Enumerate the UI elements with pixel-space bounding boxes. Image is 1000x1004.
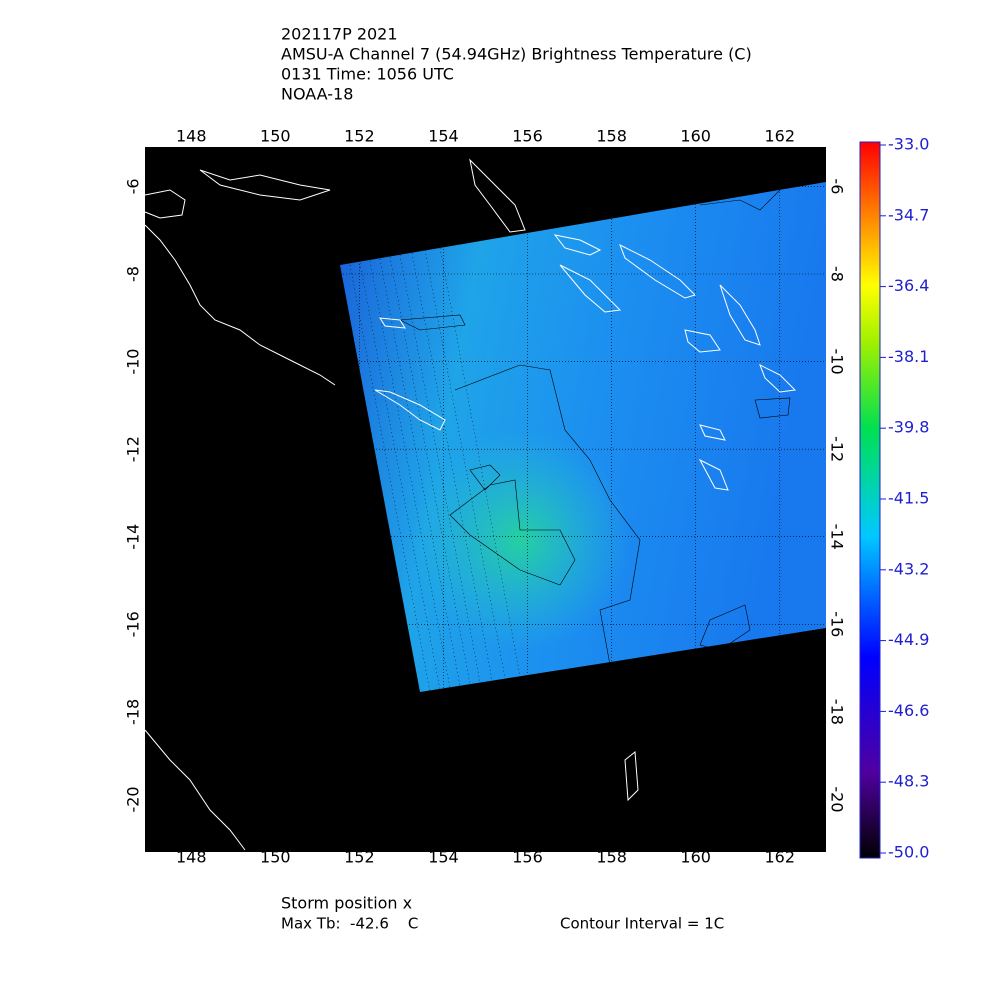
storm-label: Storm position x <box>281 894 412 913</box>
coastline <box>144 189 186 219</box>
lat-tick-label: -10 <box>124 348 143 374</box>
header-line: 0131 Time: 1056 UTC <box>281 65 454 84</box>
contour-interval: Contour Interval = 1C <box>560 915 724 933</box>
colorbar-tick-label: -41.5 <box>888 489 929 508</box>
lat-tick-label: -12 <box>124 436 143 462</box>
coastline <box>759 363 797 393</box>
coastline <box>553 234 602 256</box>
colorbar: -33.0 -34.7 -36.4 -38.1 -39.8 -41.5 -43.2 -44.9… <box>859 135 929 862</box>
colorbar-tick-label: -34.7 <box>888 205 929 224</box>
lat-tick-label: -14 <box>124 524 143 550</box>
coastline <box>144 729 246 851</box>
lat-tick-label: -10 <box>828 348 847 374</box>
contour <box>754 397 791 419</box>
lat-tick-label: -16 <box>124 611 143 637</box>
lon-tick-label: 154 <box>428 848 459 867</box>
lon-tick-label: 150 <box>260 127 291 146</box>
header-line: NOAA-18 <box>281 85 353 104</box>
colorbar-tick-label: -33.0 <box>888 135 929 154</box>
colorbar-tick-label: -39.8 <box>888 418 929 437</box>
contour <box>469 464 501 491</box>
footer: Storm position x Max Tb: -42.6 C Contour… <box>281 894 724 933</box>
colorbar-tick-label: -50.0 <box>888 843 929 862</box>
lon-tick-label: 162 <box>764 848 795 867</box>
colorbar-tick-label: -43.2 <box>888 559 929 578</box>
lon-tick-label: 148 <box>176 127 207 146</box>
lon-tick-label: 156 <box>512 127 543 146</box>
contour <box>699 189 781 211</box>
lat-tick-label: -8 <box>828 266 847 282</box>
coastline <box>684 329 721 353</box>
lat-tick-label: -20 <box>828 786 847 812</box>
colorbar-tick-label: -38.1 <box>888 347 929 366</box>
contour <box>454 364 641 666</box>
coastline <box>469 158 526 233</box>
lat-tick-label: -18 <box>124 699 143 725</box>
coastline <box>719 284 761 346</box>
colorbar-tick-label: -48.3 <box>888 772 929 791</box>
lon-tick-label: 154 <box>428 127 459 146</box>
axes: 148 148 150 150 152 152 154 154 156 156 158 158 160 1… <box>124 127 847 867</box>
coastline <box>624 751 639 802</box>
lat-tick-label: -20 <box>124 786 143 812</box>
swath <box>340 182 826 692</box>
coastline <box>698 458 729 491</box>
contour <box>449 479 576 586</box>
lat-tick-label: -6 <box>828 178 847 194</box>
lon-tick-label: 152 <box>344 127 375 146</box>
lat-tick-label: -12 <box>828 436 847 462</box>
lat-tick-label: -8 <box>124 266 143 282</box>
colorbar-tick-label: -36.4 <box>888 276 929 295</box>
lon-tick-label: 160 <box>680 848 711 867</box>
header-line: AMSU-A Channel 7 (54.94GHz) Brightness T… <box>281 45 752 64</box>
lon-tick-label: 148 <box>176 848 207 867</box>
lat-tick-label: -16 <box>828 611 847 637</box>
max-tb: Max Tb: -42.6 C <box>281 915 418 933</box>
header-line: 202117P 2021 <box>281 25 398 44</box>
lat-tick-label: -18 <box>828 699 847 725</box>
lon-tick-label: 158 <box>596 127 627 146</box>
lon-tick-label: 160 <box>680 127 711 146</box>
header: 202117P 2021 AMSU-A Channel 7 (54.94GHz)… <box>281 25 752 104</box>
coastline <box>144 224 336 386</box>
coastline <box>199 169 331 201</box>
colorbar-tick-label: -44.9 <box>888 630 929 649</box>
lon-tick-label: 152 <box>344 848 375 867</box>
coastlines <box>144 158 797 851</box>
lat-tick-label: -6 <box>124 178 143 194</box>
lon-tick-label: 158 <box>596 848 627 867</box>
warm-area <box>410 430 630 650</box>
lat-tick-label: -14 <box>828 524 847 550</box>
coastline <box>699 424 726 441</box>
coastline <box>374 389 446 431</box>
coastline <box>619 243 696 299</box>
lon-tick-label: 156 <box>512 848 543 867</box>
coastline <box>379 317 406 329</box>
lon-tick-label: 150 <box>260 848 291 867</box>
coastline <box>559 264 622 313</box>
colorbar-tick-label: -46.6 <box>888 701 929 720</box>
lon-tick-label: 162 <box>764 127 795 146</box>
colorbar-scale <box>859 141 881 859</box>
